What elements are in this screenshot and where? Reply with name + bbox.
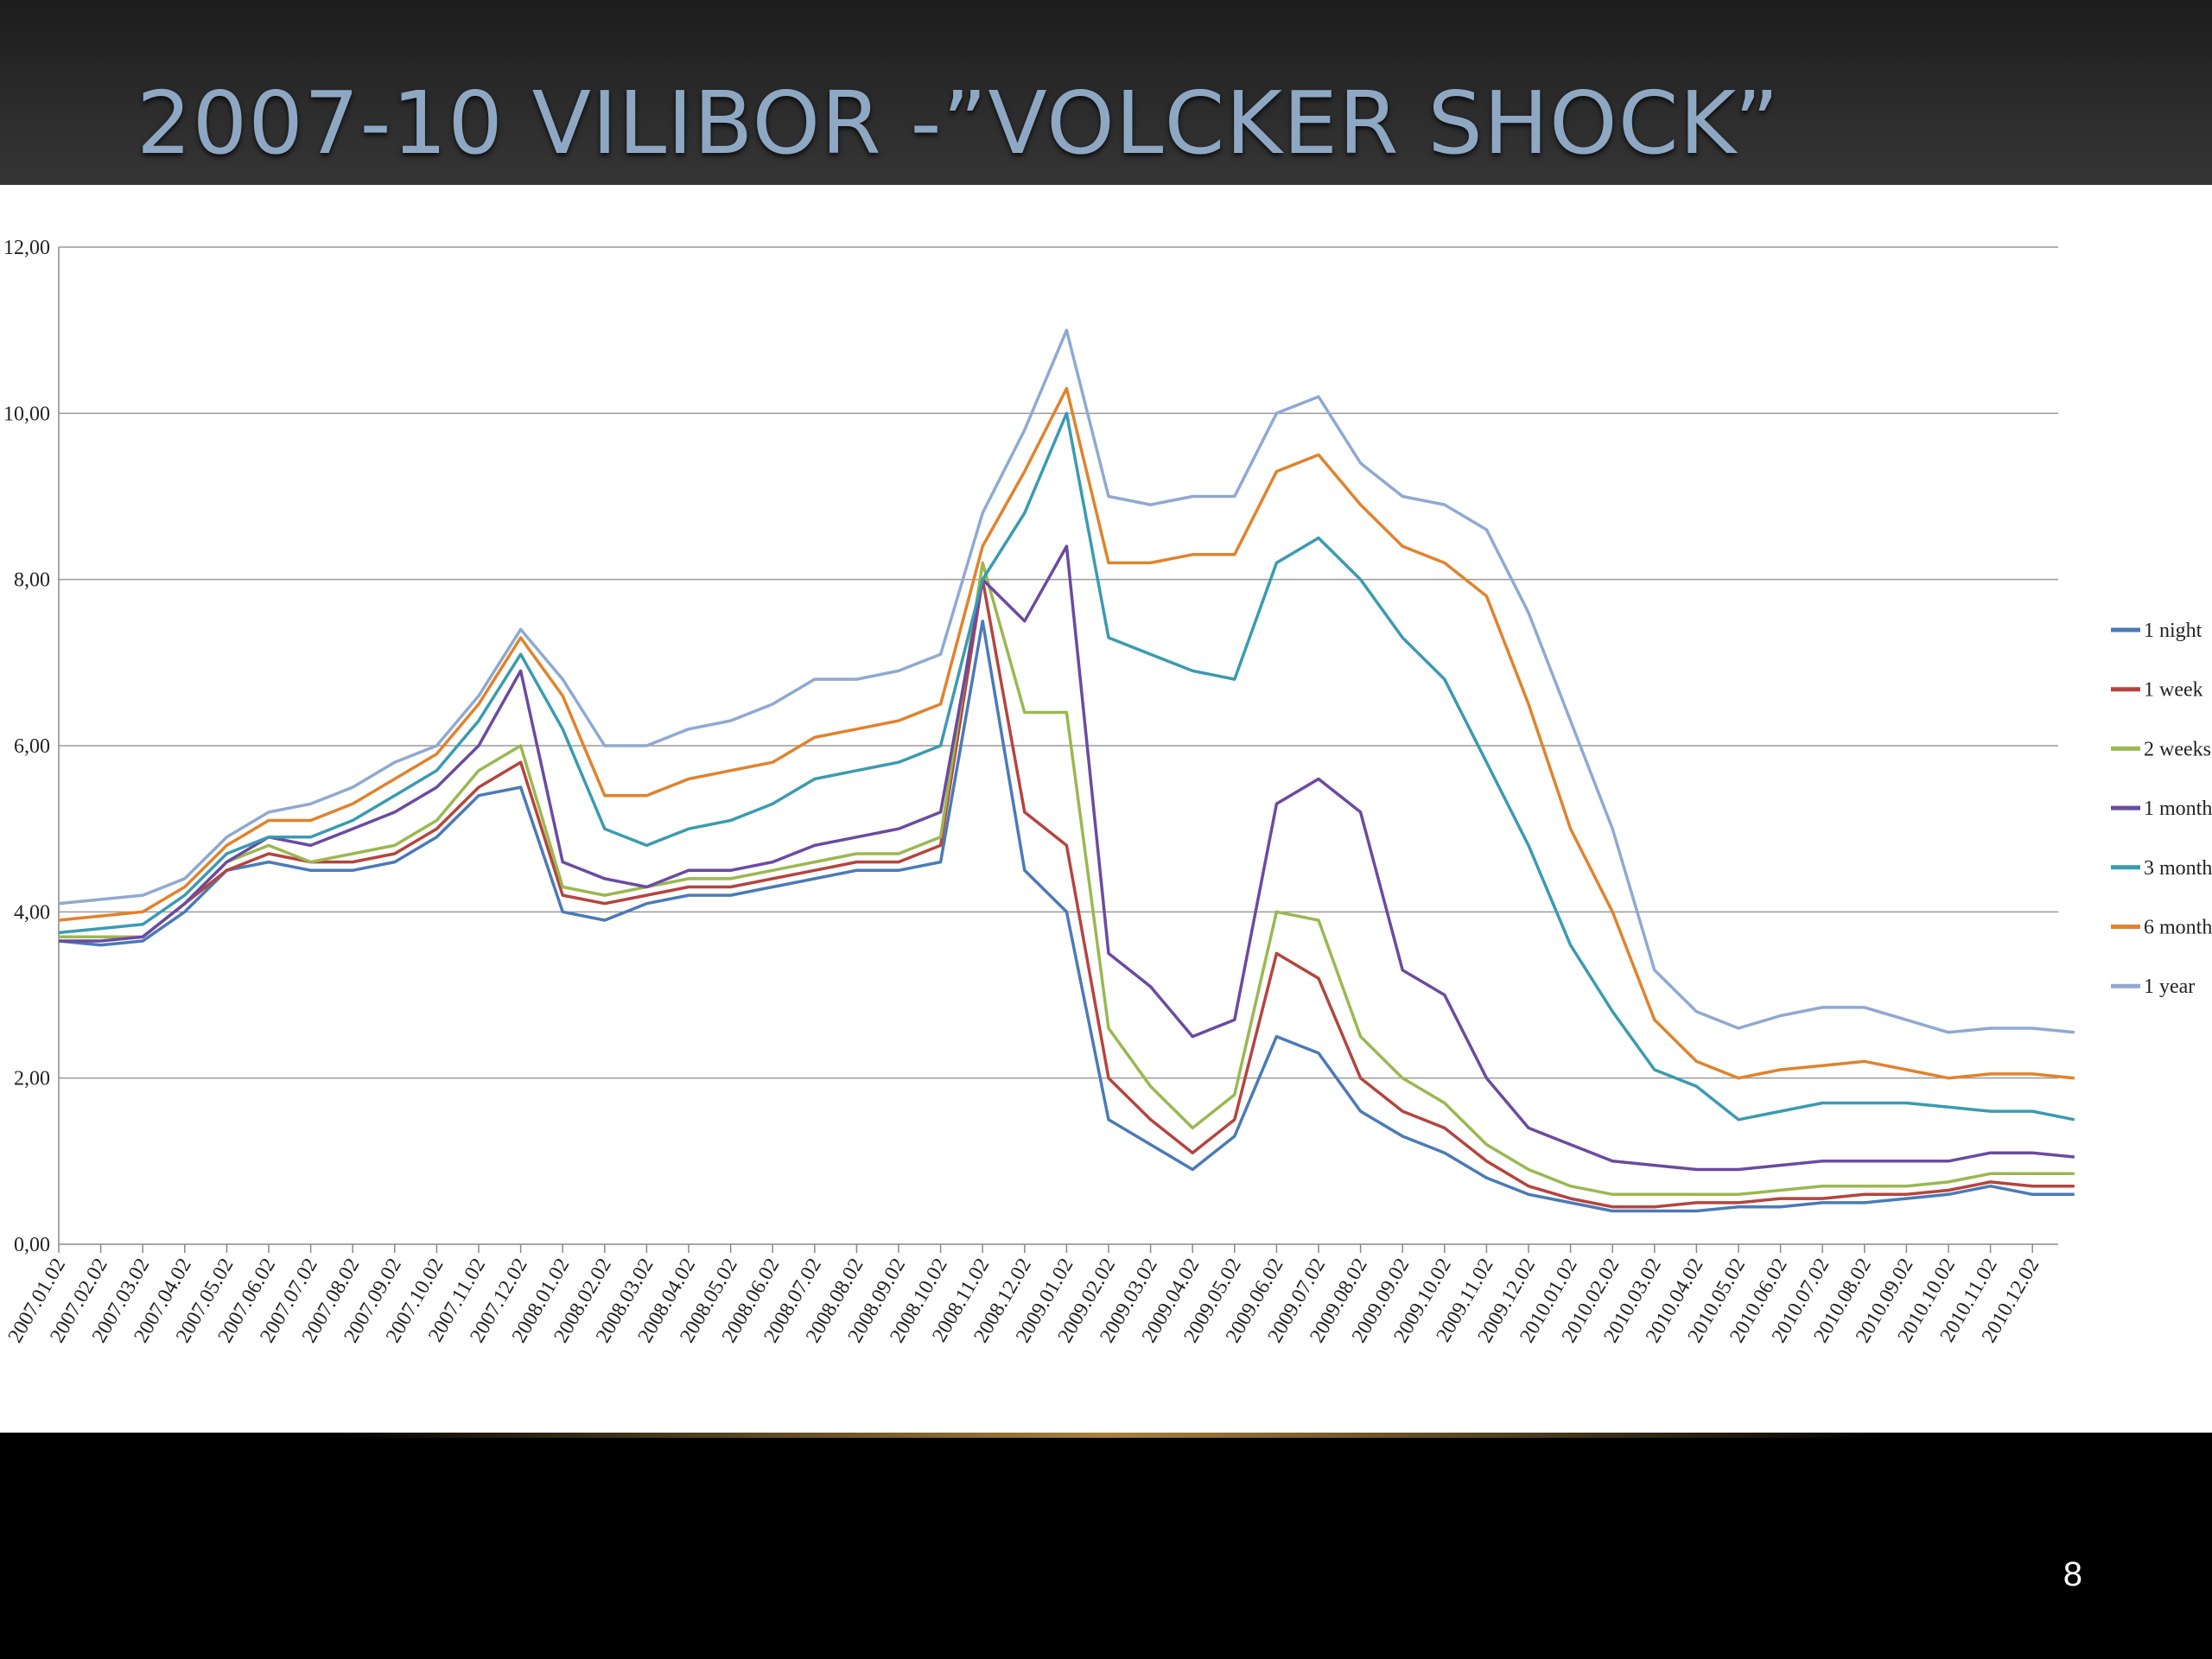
legend-label-3-months: 3 months	[2144, 857, 2212, 880]
series-line-2-weeks	[59, 561, 2075, 1197]
x-axis: 2007.01.022007.02.022007.03.022007.04.02…	[4, 1244, 2044, 1347]
series-line-1-year	[58, 328, 2075, 1034]
y-tick-label: 12,00	[3, 237, 50, 259]
page-number: 8	[2063, 1555, 2082, 1593]
y-tick-label: 0,00	[14, 1234, 50, 1256]
series-lines	[58, 328, 2075, 1213]
series-line-1-month	[59, 544, 2075, 1172]
y-tick-label: 2,00	[14, 1068, 50, 1090]
legend-label-1-week: 1 week	[2144, 679, 2203, 702]
y-axis: 0,00 2,00 4,00 6,00 8,00 10,00 12,00	[3, 237, 60, 1256]
title-bar: 2007-10 VILIBOR -”VOLCKER SHOCK”	[0, 0, 2212, 185]
legend-label-1-night: 1 night	[2144, 620, 2202, 642]
legend: 1 night 1 week 2 weeks 1 month 3 months 6 mon…	[2111, 620, 2212, 998]
gridlines	[59, 246, 2058, 1245]
slide-title: 2007-10 VILIBOR -”VOLCKER SHOCK”	[137, 73, 1780, 174]
accent-divider	[328, 1433, 1884, 1438]
chart-panel: 0,00 2,00 4,00 6,00 8,00 10,00 12,00 2007.01.0…	[0, 185, 2212, 1433]
series-line-1-week	[59, 577, 2075, 1209]
series-line-1-night	[58, 620, 2075, 1213]
y-tick-label: 8,00	[14, 569, 50, 592]
legend-label-1-month: 1 month	[2144, 798, 2212, 820]
vilibor-line-chart: 0,00 2,00 4,00 6,00 8,00 10,00 12,00 2007.01.0…	[3, 237, 2212, 1347]
y-tick-label: 4,00	[14, 901, 50, 924]
legend-label-6-months: 6 months	[2144, 917, 2212, 939]
series-line-6-months	[58, 386, 2075, 1080]
series-line-3-months	[58, 411, 2075, 1122]
legend-label-2-weeks: 2 weeks	[2144, 738, 2211, 760]
y-tick-label: 6,00	[14, 735, 50, 758]
legend-label-1-year: 1 year	[2144, 976, 2195, 998]
y-tick-label: 10,00	[3, 403, 50, 425]
